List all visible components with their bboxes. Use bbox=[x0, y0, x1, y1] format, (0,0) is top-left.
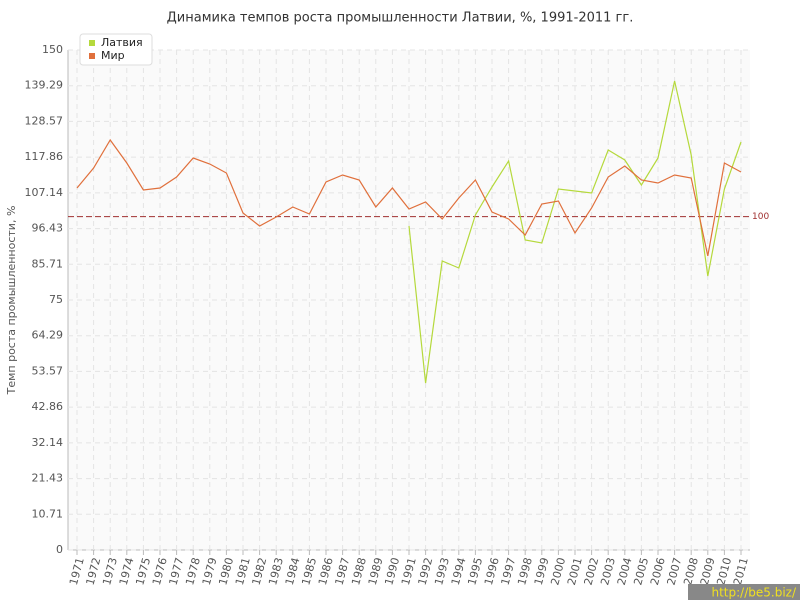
y-axis-label: Темп роста промышленности, % bbox=[5, 206, 18, 396]
y-tick-label: 0 bbox=[56, 543, 63, 556]
y-tick-label: 85.71 bbox=[32, 257, 64, 270]
y-tick-label: 21.43 bbox=[32, 472, 64, 485]
y-tick-label: 150 bbox=[42, 43, 63, 56]
watermark-bg bbox=[688, 584, 800, 600]
x-tick-label: 2011 bbox=[731, 556, 751, 586]
y-tick-label: 107.14 bbox=[25, 186, 64, 199]
y-tick-label: 10.71 bbox=[32, 507, 64, 520]
reference-label: 100 bbox=[752, 212, 769, 222]
legend-label: Латвия bbox=[101, 36, 143, 49]
legend-label: Мир bbox=[101, 49, 125, 62]
series-line bbox=[408, 80, 742, 384]
chart-title: Динамика темпов роста промышленности Лат… bbox=[167, 11, 634, 26]
y-tick-label: 42.86 bbox=[32, 400, 64, 413]
y-tick-label: 139.29 bbox=[25, 79, 64, 92]
y-tick-label: 53.57 bbox=[32, 364, 64, 377]
y-tick-label: 96.43 bbox=[32, 222, 64, 235]
series-line bbox=[76, 138, 742, 257]
y-tick-label: 32.14 bbox=[32, 436, 64, 449]
y-tick-label: 64.29 bbox=[32, 329, 64, 342]
y-tick-label: 128.57 bbox=[25, 114, 64, 127]
legend-swatch bbox=[89, 53, 95, 59]
legend-box bbox=[79, 33, 153, 66]
y-tick-label: 117.86 bbox=[25, 150, 64, 163]
watermark: http://be5.biz/ bbox=[711, 586, 796, 600]
y-tick-label: 75 bbox=[49, 293, 63, 306]
legend-swatch bbox=[89, 40, 95, 46]
